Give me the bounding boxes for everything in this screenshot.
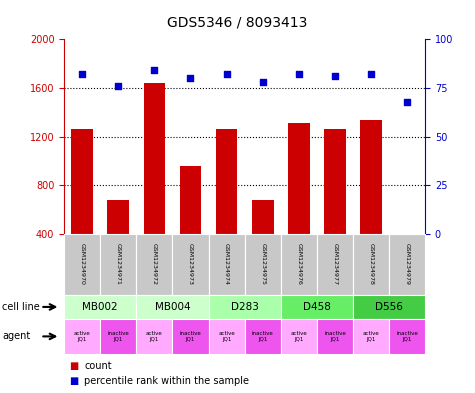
Text: ■: ■ bbox=[69, 361, 78, 371]
Text: GSM1234975: GSM1234975 bbox=[260, 243, 265, 285]
Bar bbox=[180, 166, 201, 283]
Text: ■: ■ bbox=[69, 376, 78, 386]
Text: MB004: MB004 bbox=[155, 302, 190, 312]
Text: MB002: MB002 bbox=[83, 302, 118, 312]
Text: inactive
JQ1: inactive JQ1 bbox=[107, 331, 129, 342]
Bar bbox=[107, 200, 129, 283]
Text: D283: D283 bbox=[231, 302, 258, 312]
Point bbox=[223, 71, 230, 77]
Point bbox=[187, 75, 194, 81]
Point bbox=[295, 71, 303, 77]
Point bbox=[259, 79, 266, 85]
Text: GSM1234973: GSM1234973 bbox=[188, 243, 193, 285]
Text: active
JQ1: active JQ1 bbox=[290, 331, 307, 342]
Text: GDS5346 / 8093413: GDS5346 / 8093413 bbox=[167, 15, 308, 29]
Text: GSM1234972: GSM1234972 bbox=[152, 243, 157, 285]
Text: GSM1234970: GSM1234970 bbox=[80, 243, 85, 285]
Text: GSM1234976: GSM1234976 bbox=[296, 243, 301, 285]
Text: percentile rank within the sample: percentile rank within the sample bbox=[84, 376, 249, 386]
Bar bbox=[396, 234, 418, 283]
Bar bbox=[360, 119, 382, 283]
Text: inactive
JQ1: inactive JQ1 bbox=[252, 331, 274, 342]
Text: cell line: cell line bbox=[2, 302, 40, 312]
Text: GSM1234974: GSM1234974 bbox=[224, 243, 229, 285]
Text: active
JQ1: active JQ1 bbox=[362, 331, 380, 342]
Text: agent: agent bbox=[2, 331, 30, 342]
Point bbox=[114, 83, 122, 89]
Bar bbox=[288, 123, 310, 283]
Bar bbox=[324, 129, 346, 283]
Text: count: count bbox=[84, 361, 112, 371]
Text: inactive
JQ1: inactive JQ1 bbox=[324, 331, 346, 342]
Text: active
JQ1: active JQ1 bbox=[146, 331, 163, 342]
Text: active
JQ1: active JQ1 bbox=[218, 331, 235, 342]
Point bbox=[78, 71, 86, 77]
Point bbox=[151, 67, 158, 73]
Text: D556: D556 bbox=[375, 302, 403, 312]
Text: D458: D458 bbox=[303, 302, 331, 312]
Bar bbox=[216, 129, 238, 283]
Bar bbox=[252, 200, 274, 283]
Text: active
JQ1: active JQ1 bbox=[74, 331, 91, 342]
Bar bbox=[143, 83, 165, 283]
Text: inactive
JQ1: inactive JQ1 bbox=[180, 331, 201, 342]
Bar bbox=[71, 129, 93, 283]
Point bbox=[367, 71, 375, 77]
Text: GSM1234977: GSM1234977 bbox=[332, 243, 337, 285]
Text: GSM1234971: GSM1234971 bbox=[116, 243, 121, 285]
Text: GSM1234979: GSM1234979 bbox=[405, 243, 409, 285]
Text: inactive
JQ1: inactive JQ1 bbox=[396, 331, 418, 342]
Text: GSM1234978: GSM1234978 bbox=[369, 243, 373, 285]
Point bbox=[403, 98, 411, 105]
Point bbox=[331, 73, 339, 79]
